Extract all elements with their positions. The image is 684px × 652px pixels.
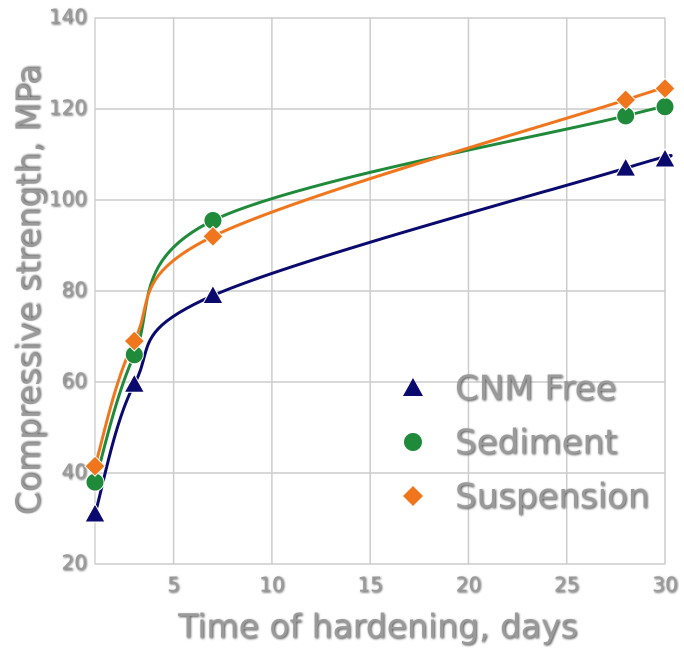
x-tick-label: 30 (652, 573, 677, 597)
series-line (93, 103, 673, 483)
y-tick-label: 60 (62, 369, 87, 393)
marker (202, 225, 224, 248)
marker (84, 455, 106, 477)
x-tick-label: 20 (456, 573, 481, 597)
y-tick-label: 120 (49, 96, 87, 120)
marker (123, 373, 146, 393)
legend-label: Sediment (455, 423, 617, 463)
x-tick-label: 5 (167, 573, 180, 597)
series-line (93, 84, 673, 467)
marker (614, 157, 637, 177)
y-axis-title: Compressive strength, MPa (9, 65, 48, 515)
x-tick-label: 15 (357, 573, 382, 597)
x-tick-label: 10 (259, 573, 284, 597)
y-tick-label: 20 (62, 551, 87, 575)
marker (614, 89, 637, 111)
legend-marker (403, 378, 423, 396)
legend-label: CNM Free (455, 369, 616, 409)
legend-marker (404, 433, 422, 451)
legend-marker (403, 486, 423, 506)
x-axis-title: Time of hardening, days (177, 607, 578, 646)
marker (655, 97, 675, 117)
legend-label: Suspension (455, 477, 649, 517)
marker (654, 77, 676, 100)
y-tick-label: 140 (49, 5, 87, 29)
marker (123, 330, 146, 352)
y-tick-label: 100 (49, 187, 87, 211)
series-line (93, 154, 673, 515)
marker (84, 502, 106, 523)
y-tick-label: 80 (62, 278, 87, 302)
marker (654, 148, 676, 168)
y-tick-label: 40 (62, 460, 87, 484)
marker (202, 284, 224, 305)
x-tick-label: 25 (554, 573, 579, 597)
